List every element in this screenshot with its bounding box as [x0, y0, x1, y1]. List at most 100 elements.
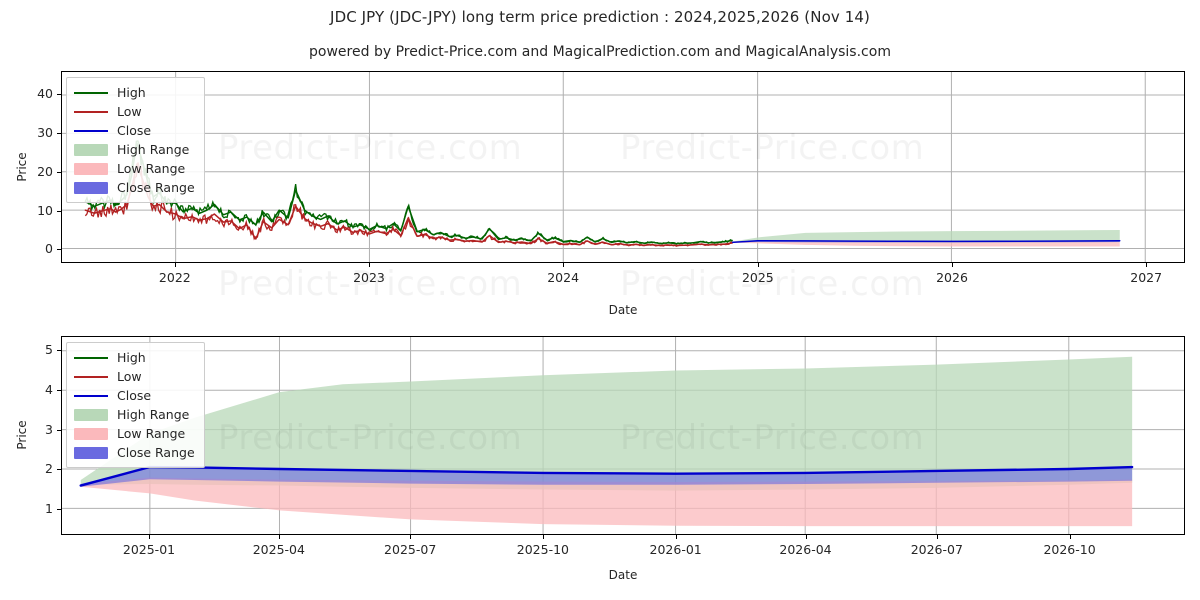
x-tick-label: 2027 — [1130, 270, 1163, 285]
x-tick-mark — [149, 535, 150, 539]
overview-legend-item-low[interactable]: Low — [74, 102, 195, 121]
forecast-legend-item-close[interactable]: Close — [74, 386, 195, 405]
forecast-legend-item-high-range[interactable]: High Range — [74, 405, 195, 424]
x-tick-mark — [410, 535, 412, 539]
band-close-range — [80, 467, 1133, 487]
y-tick-mark — [57, 249, 61, 251]
y-tick-mark — [57, 171, 61, 173]
legend-item-label: Close — [117, 388, 152, 403]
forecast-legend-item-high[interactable]: High — [74, 348, 195, 367]
y-tick-label: 3 — [45, 421, 53, 437]
forecast-legend-swatch-patch-icon — [74, 408, 108, 421]
x-tick-mark — [368, 263, 370, 267]
x-tick-label: 2025 — [741, 270, 774, 285]
legend-item-label: Low Range — [117, 161, 186, 176]
forecast-legend-item-low[interactable]: Low — [74, 367, 195, 386]
y-tick-label: 0 — [45, 241, 53, 257]
x-tick-label: 2023 — [353, 270, 385, 285]
x-tick-label: 2026 — [936, 270, 968, 285]
forecast-plot-svg — [62, 337, 1184, 534]
overview-legend-swatch-patch-icon — [74, 143, 108, 156]
y-tick-mark — [57, 509, 61, 511]
x-tick-mark — [174, 263, 176, 267]
series-high-detail — [85, 141, 732, 244]
y-tick-label: 2 — [45, 461, 53, 477]
forecast-legend-swatch-patch-icon — [74, 446, 108, 459]
overview-plot-area — [61, 71, 1185, 263]
legend-item-label: Low Range — [117, 426, 186, 441]
y-tick-label: 30 — [37, 125, 53, 141]
y-tick-label: 40 — [37, 86, 53, 102]
overview-legend-swatch-line-icon — [74, 105, 108, 118]
band-high-range — [732, 229, 1120, 244]
x-tick-label: 2022 — [158, 270, 191, 285]
forecast-legend-swatch-line-icon — [74, 351, 108, 364]
x-tick-mark — [563, 263, 565, 267]
y-tick-mark — [57, 210, 61, 212]
legend-item-label: Low — [117, 104, 142, 119]
x-tick-mark — [1069, 535, 1071, 539]
overview-legend-item-close-range[interactable]: Close Range — [74, 178, 195, 197]
x-tick-label: 2026-04 — [779, 542, 832, 557]
y-tick-label: 20 — [37, 163, 53, 179]
band-low-range — [732, 241, 1120, 247]
band-low-range — [80, 477, 1133, 527]
y-tick-label: 5 — [45, 341, 53, 357]
y-tick-mark — [57, 349, 61, 351]
y-tick-mark — [57, 469, 61, 471]
forecast-legend-item-close-range[interactable]: Close Range — [74, 443, 195, 462]
overview-legend-swatch-patch-icon — [74, 181, 108, 194]
page-subtitle: powered by Predict-Price.com and Magical… — [309, 44, 891, 60]
y-tick-mark — [57, 429, 61, 431]
legend-item-label: Close Range — [117, 180, 195, 195]
legend-item-label: Low — [117, 369, 142, 384]
x-tick-label: 2025-04 — [252, 542, 305, 557]
band-high-range — [80, 356, 1133, 491]
forecast-legend-item-low-range[interactable]: Low Range — [74, 424, 195, 443]
y-tick-label: 4 — [45, 381, 53, 397]
series-close — [732, 241, 1120, 243]
forecast-legend: High Low Close High Range Low Range Close Ran… — [66, 342, 205, 468]
overview-legend-item-high[interactable]: High — [74, 83, 195, 102]
overview-legend-item-high-range[interactable]: High Range — [74, 140, 195, 159]
x-tick-label: 2026-07 — [910, 542, 963, 557]
overview-legend: High Low Close High Range Low Range Close Ran… — [66, 77, 205, 203]
overview-legend-item-low-range[interactable]: Low Range — [74, 159, 195, 178]
overview-legend-swatch-patch-icon — [74, 162, 108, 175]
x-tick-mark — [805, 535, 807, 539]
x-tick-label: 2026-10 — [1043, 542, 1096, 557]
x-tick-mark — [542, 535, 544, 539]
forecast-legend-swatch-line-icon — [74, 389, 108, 402]
forecast-legend-swatch-patch-icon — [74, 427, 108, 440]
y-tick-mark — [57, 94, 61, 96]
forecast-legend-swatch-line-icon — [74, 370, 108, 383]
overview-legend-swatch-line-icon — [74, 124, 108, 137]
overview-x-axis-label: Date — [608, 303, 638, 317]
x-tick-label: 2025-01 — [122, 542, 176, 557]
forecast-x-axis-label: Date — [608, 568, 638, 582]
legend-item-label: Close — [117, 123, 152, 138]
x-tick-mark — [278, 535, 280, 539]
legend-item-label: High — [117, 350, 146, 365]
overview-legend-item-close[interactable]: Close — [74, 121, 195, 140]
legend-item-label: High Range — [117, 407, 190, 422]
overview-legend-swatch-line-icon — [74, 86, 108, 99]
x-tick-mark — [757, 263, 759, 267]
y-tick-label: 10 — [37, 202, 53, 218]
forecast-plot-area — [61, 336, 1185, 535]
x-tick-label: 2024 — [547, 270, 580, 285]
legend-item-label: High — [117, 85, 146, 100]
x-tick-label: 2025-10 — [516, 542, 570, 557]
y-tick-mark — [57, 389, 61, 391]
x-tick-mark — [675, 535, 677, 539]
page-title: JDC JPY (JDC-JPY) long term price predic… — [330, 8, 870, 26]
x-tick-mark — [952, 263, 953, 267]
overview-plot-svg — [62, 72, 1184, 262]
x-tick-mark — [936, 535, 938, 539]
x-tick-label: 2025-07 — [384, 542, 437, 557]
x-tick-label: 2026-01 — [649, 542, 702, 557]
y-tick-mark — [57, 133, 61, 135]
series-low-detail — [85, 162, 732, 246]
legend-item-label: High Range — [117, 142, 190, 157]
